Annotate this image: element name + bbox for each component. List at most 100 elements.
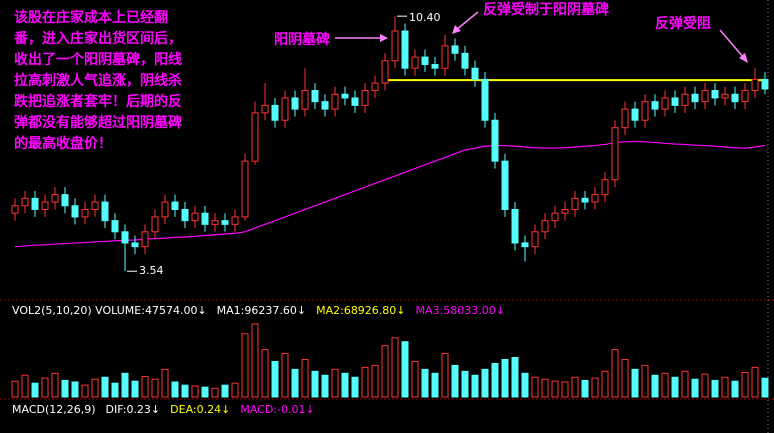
- volume-bar: [411, 360, 419, 398]
- candle-body: [161, 201, 169, 218]
- candle-body: [511, 208, 519, 244]
- candle-body: [321, 101, 329, 110]
- volume-bar: [201, 386, 209, 398]
- volume-bar: [571, 376, 579, 398]
- candle-body: [631, 108, 639, 121]
- label: 反弹受制于阳阴墓碑: [483, 1, 609, 18]
- candle-body: [621, 108, 629, 129]
- volume-bar: [561, 381, 569, 398]
- annotation: 的最高收盘价！: [14, 135, 112, 152]
- volume-bar: [671, 376, 679, 398]
- volume-bar: [181, 384, 189, 398]
- candle-body: [291, 97, 299, 110]
- candle-body: [711, 90, 719, 99]
- volume-bar: [241, 333, 249, 398]
- indicator-label: MA2:68926.80↓: [316, 304, 405, 317]
- candle-body: [401, 30, 409, 69]
- volume-bar: [551, 380, 559, 398]
- candle-body: [341, 93, 349, 99]
- indicator-label: DEA:0.24↓: [170, 403, 230, 416]
- arrow-head: [739, 53, 748, 63]
- volume-bar: [381, 345, 389, 398]
- candle-body: [741, 90, 749, 103]
- candle-body: [71, 205, 79, 218]
- volume-bar: [761, 377, 769, 398]
- candle-body: [361, 90, 369, 106]
- candle-body: [471, 67, 479, 80]
- candle-body: [351, 97, 359, 106]
- candle-body: [81, 208, 89, 218]
- arrow-head: [452, 25, 461, 34]
- volume-bar: [401, 341, 409, 398]
- volume-bar: [261, 349, 269, 398]
- volume-bar: [471, 374, 479, 398]
- candle-body: [581, 197, 589, 203]
- volume-bar: [351, 376, 359, 398]
- volume-bar: [431, 372, 439, 398]
- candle-body: [661, 97, 669, 110]
- candle-body: [681, 93, 689, 106]
- volume-bar: [91, 378, 99, 398]
- volume-bar: [51, 372, 59, 398]
- volume-bar: [661, 372, 669, 398]
- volume-bar: [501, 358, 509, 398]
- volume-bar: [211, 387, 219, 398]
- volume-bar: [491, 362, 499, 398]
- indicator-label: MA1:96237.60↓: [217, 304, 306, 317]
- candle-body: [561, 208, 569, 214]
- volume-bar: [151, 378, 159, 398]
- candle-body: [21, 197, 29, 207]
- volume-bar: [321, 374, 329, 398]
- volume-bar: [581, 379, 589, 398]
- candle-body: [91, 201, 99, 210]
- annotation: 弹都没有能够超过阳阴墓碑: [14, 114, 182, 131]
- volume-bar: [641, 364, 649, 398]
- candle-body: [531, 231, 539, 248]
- volume-bar: [421, 368, 429, 398]
- arrow: [719, 29, 745, 59]
- candle-body: [691, 93, 699, 103]
- candle-body: [461, 52, 469, 69]
- candle-body: [451, 45, 459, 54]
- indicator-label: DIF:0.23↓: [106, 403, 161, 416]
- volume-bar: [651, 374, 659, 398]
- volume-bar: [291, 368, 299, 398]
- candle-body: [271, 104, 279, 121]
- candle-body: [371, 82, 379, 92]
- candle-body: [431, 63, 439, 69]
- candle-body: [601, 179, 609, 196]
- volume-bar: [131, 380, 139, 398]
- volume-bar: [371, 364, 379, 398]
- volume-bar: [731, 380, 739, 398]
- candle-body: [381, 60, 389, 84]
- volume-bar: [391, 337, 399, 398]
- volume-bar: [681, 370, 689, 398]
- volume-bar: [41, 377, 49, 398]
- candle-body: [721, 93, 729, 99]
- candle-body: [641, 101, 649, 121]
- candle-body: [111, 220, 119, 233]
- candle-body: [331, 93, 339, 110]
- volume-bar: [721, 376, 729, 398]
- candle-body: [301, 90, 309, 110]
- candle-body: [151, 216, 159, 233]
- volume-bar: [281, 353, 289, 398]
- candle-body: [551, 212, 559, 222]
- volume-bar: [531, 376, 539, 398]
- candle-body: [751, 78, 759, 92]
- volume-bar: [141, 375, 149, 398]
- label: 阳阴墓碑: [274, 31, 330, 48]
- annotation: 跌把追涨者套牢！后期的反: [14, 93, 182, 110]
- volume-bar: [271, 360, 279, 398]
- candle-body: [251, 112, 259, 162]
- volume-bar: [451, 364, 459, 398]
- candle-body: [701, 90, 709, 103]
- volume-bar: [191, 385, 199, 398]
- volume-bar: [31, 382, 39, 398]
- volume-bar: [221, 384, 229, 398]
- volume-bar: [81, 384, 89, 398]
- candle-body: [101, 201, 109, 222]
- candle-body: [481, 78, 489, 121]
- volume-bar: [751, 366, 759, 398]
